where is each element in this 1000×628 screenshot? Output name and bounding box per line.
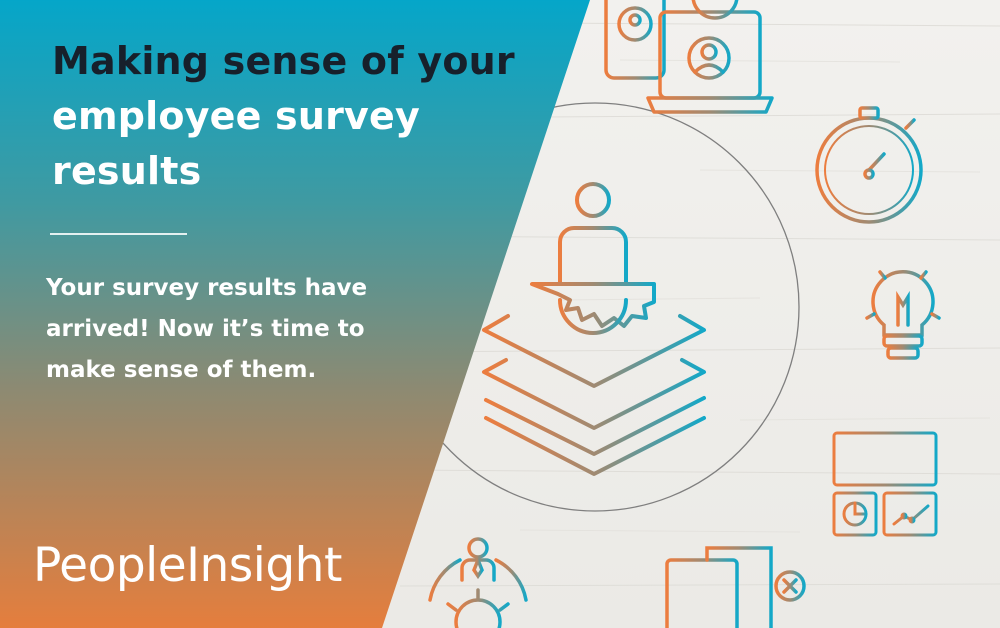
person-gear-icon: [428, 537, 528, 628]
lightbulb-icon: [863, 262, 943, 360]
title-line-1: Making sense of your: [52, 39, 515, 83]
title-divider: [50, 233, 187, 235]
dashboard-icon: [832, 431, 938, 537]
subtitle-line-1: Your survey results have: [46, 275, 368, 301]
document-checklist-icon: [665, 546, 806, 628]
title-line-3: results: [52, 149, 202, 193]
subtitle-line-2: arrived! Now it’s time to: [46, 316, 365, 342]
person-on-layers-icon: [482, 182, 706, 476]
stopwatch-icon: [778, 106, 923, 224]
devices-icon: [604, 0, 774, 114]
title-line-2: employee survey: [52, 94, 420, 138]
page-title: Making sense of your employee survey res…: [52, 34, 522, 199]
subtitle: Your survey results have arrived! Now it…: [46, 268, 386, 391]
brand-logo: PeopleInsight: [33, 538, 342, 593]
subtitle-line-3: make sense of them.: [46, 357, 317, 383]
